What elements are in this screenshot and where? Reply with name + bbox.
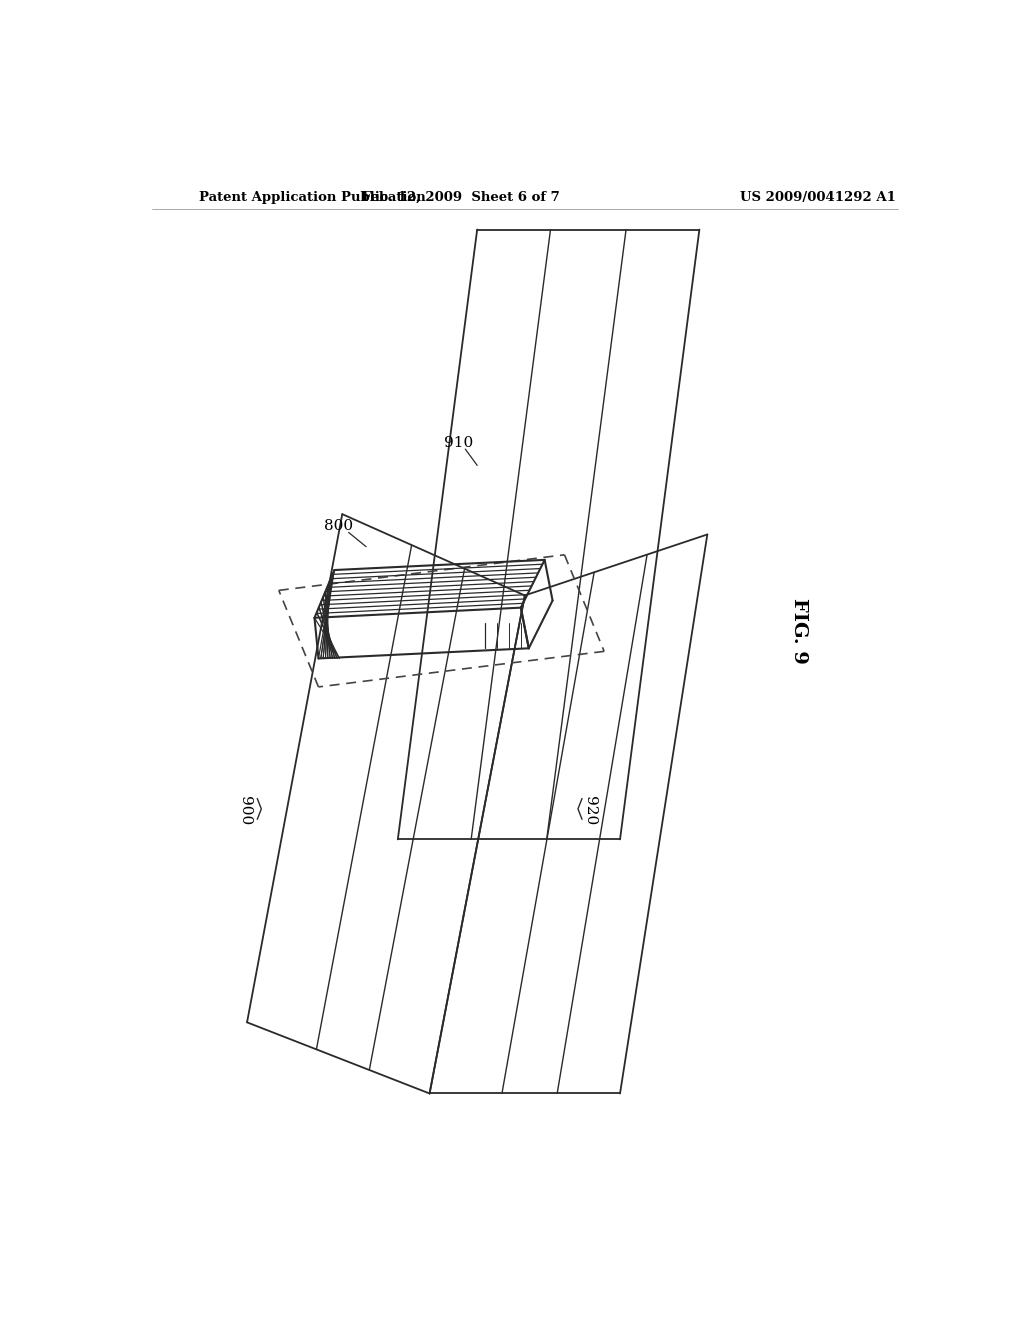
Text: Patent Application Publication: Patent Application Publication — [200, 190, 426, 203]
Text: US 2009/0041292 A1: US 2009/0041292 A1 — [740, 190, 896, 203]
Text: FIG. 9: FIG. 9 — [790, 598, 808, 664]
Text: 910: 910 — [444, 436, 473, 450]
Text: 800: 800 — [324, 519, 353, 533]
Text: 920: 920 — [583, 796, 597, 825]
Text: Feb. 12, 2009  Sheet 6 of 7: Feb. 12, 2009 Sheet 6 of 7 — [362, 190, 560, 203]
Text: 900: 900 — [239, 796, 253, 825]
